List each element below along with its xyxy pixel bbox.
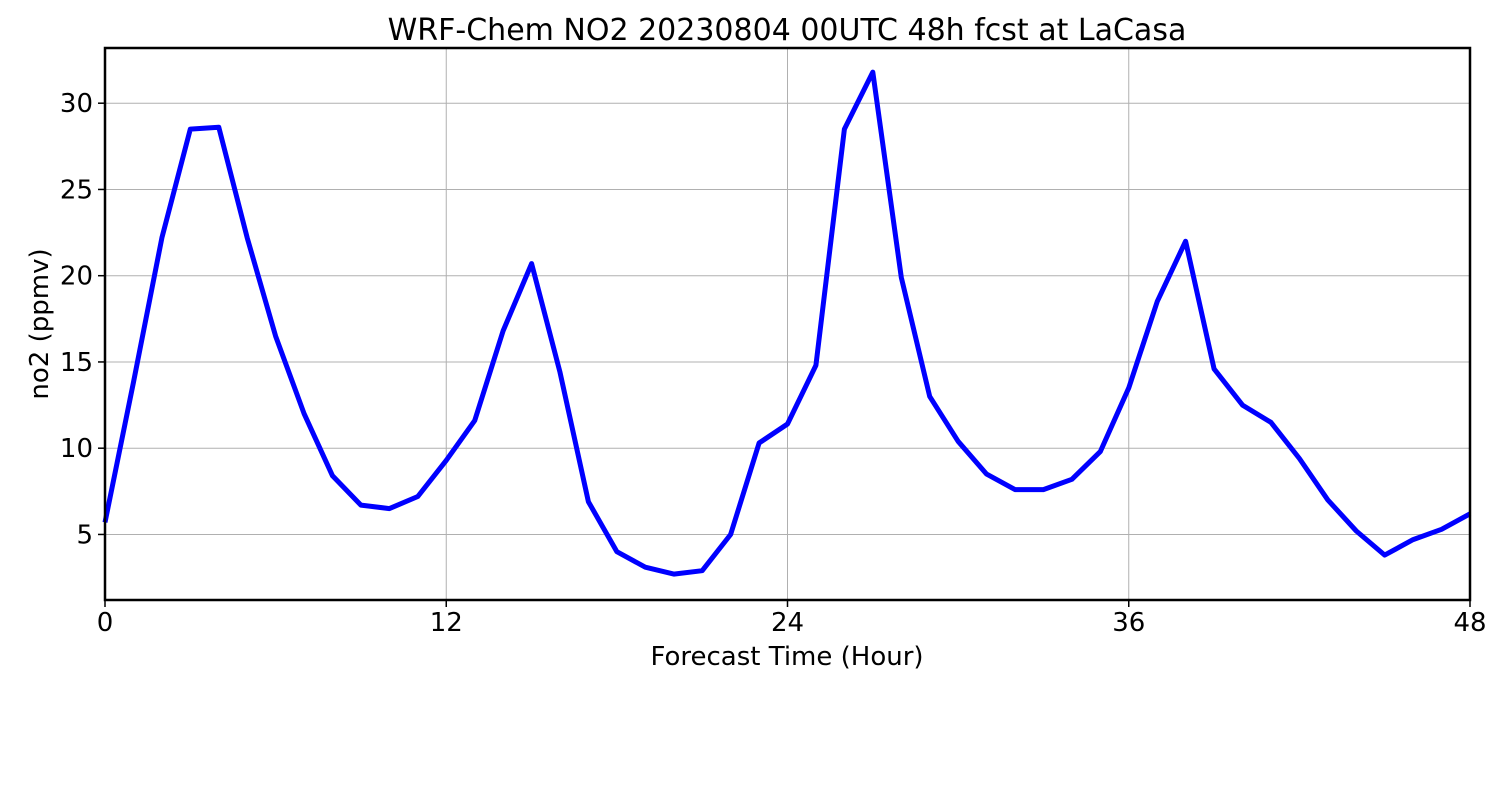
axis-ticks: 0 12 24 36 48 5 10 15 20 25 30 <box>60 89 1487 638</box>
y-tick-label: 5 <box>76 520 93 550</box>
x-tick-label: 0 <box>97 608 114 638</box>
x-tick-label: 48 <box>1453 608 1486 638</box>
series-layer <box>102 69 1472 577</box>
x-axis-label: Forecast Time (Hour) <box>650 642 923 672</box>
y-tick-label: 10 <box>60 434 93 464</box>
grid <box>105 48 1470 600</box>
y-tick-label: 30 <box>60 89 93 119</box>
x-tick-label: 24 <box>771 608 804 638</box>
chart-title: WRF-Chem NO2 20230804 00UTC 48h fcst at … <box>388 13 1187 48</box>
y-tick-label: 20 <box>60 262 93 292</box>
x-tick-label: 36 <box>1112 608 1145 638</box>
x-tick-label: 12 <box>430 608 463 638</box>
y-tick-label: 15 <box>60 348 93 378</box>
y-tick-label: 25 <box>60 175 93 205</box>
y-axis-label: no2 (ppmv) <box>25 248 55 399</box>
